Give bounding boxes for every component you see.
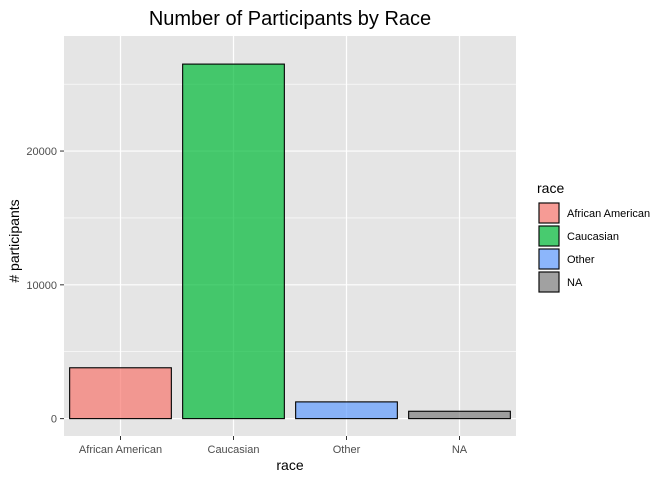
bar-african-american bbox=[69, 367, 172, 420]
x-tick-label: African American bbox=[79, 444, 162, 456]
y-axis-label: # participants bbox=[6, 199, 22, 282]
x-tick-label: Other bbox=[333, 444, 361, 456]
legend-swatch bbox=[538, 202, 560, 224]
x-tick-label: NA bbox=[452, 444, 468, 456]
bars bbox=[69, 63, 511, 420]
x-tick-label: Caucasian bbox=[208, 444, 260, 456]
chart-title: Number of Participants by Race bbox=[149, 8, 431, 30]
x-axis-label: race bbox=[276, 457, 303, 473]
bar-other bbox=[295, 401, 398, 420]
legend-swatch bbox=[538, 225, 560, 247]
legend: race African American Caucasian Other NA bbox=[537, 180, 650, 293]
legend-label: Caucasian bbox=[567, 231, 619, 243]
legend-title: race bbox=[537, 180, 564, 196]
y-tick-label: 10000 bbox=[26, 280, 57, 292]
legend-swatch bbox=[538, 271, 560, 293]
legend-swatch bbox=[538, 248, 560, 270]
x-axis: African American Caucasian Other NA bbox=[79, 436, 468, 456]
bar-caucasian bbox=[182, 63, 285, 420]
y-axis: 0 10000 20000 bbox=[26, 146, 64, 426]
bar-na bbox=[408, 410, 511, 420]
legend-label: NA bbox=[567, 277, 583, 289]
y-tick-label: 0 bbox=[51, 414, 57, 426]
legend-label: Other bbox=[567, 254, 595, 266]
legend-label: African American bbox=[567, 208, 650, 220]
y-tick-label: 20000 bbox=[26, 146, 57, 158]
